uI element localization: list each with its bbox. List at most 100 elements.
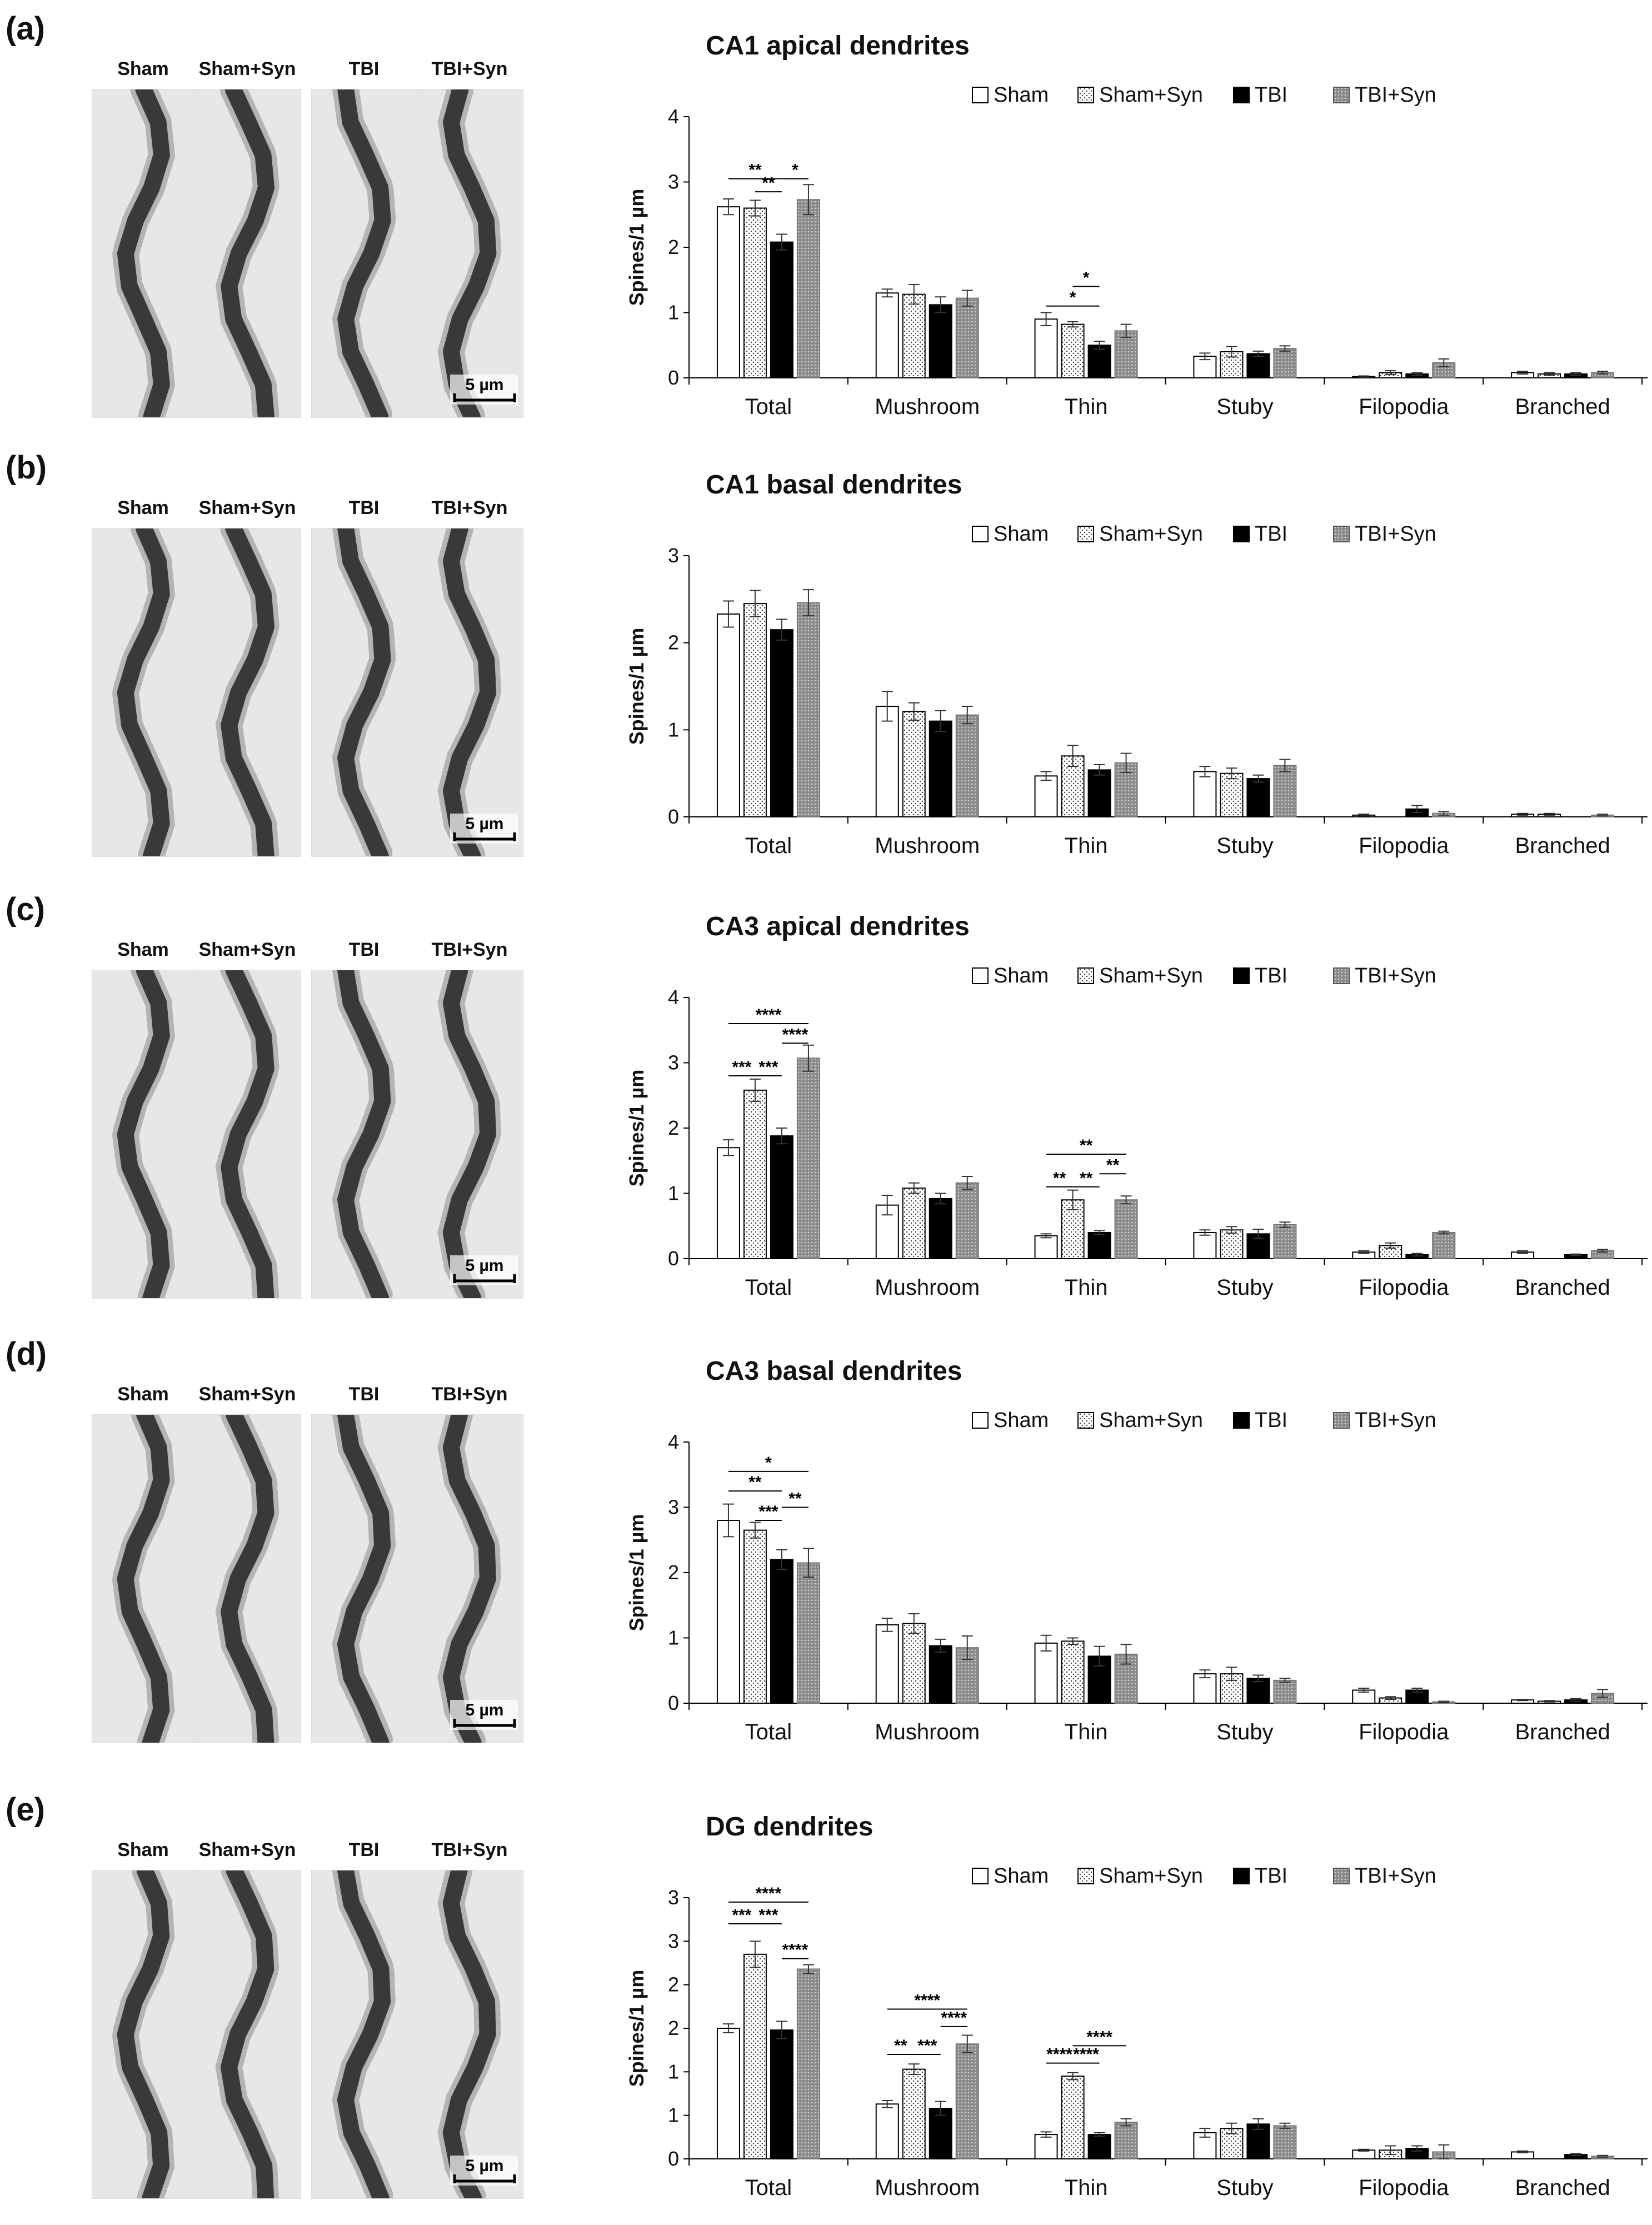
bar [875,706,899,817]
dendrite-micrograph [417,1414,523,1743]
y-tick-label: 2 [668,1561,679,1584]
x-tick-label: Thin [1065,395,1108,419]
panel-label: (c) [6,891,45,927]
y-tick-label: 3 [668,1496,679,1519]
significance-label: *** [758,1503,778,1521]
bar [1246,353,1270,378]
figure-panel: (a) Sham Sham+Syn TBI TBI+Syn 5 µm CA1 apical … [0,0,1652,439]
bar [770,1559,793,1704]
legend-swatch [1233,87,1250,103]
bar [1273,765,1297,818]
legend-swatch [1233,526,1250,542]
bar [770,2029,793,2159]
scale-bar: 5 µm [450,375,518,405]
scale-bar-label: 5 µm [466,1701,504,1719]
micrograph-header: Sham [117,58,169,79]
figure-panel: (d) Sham Sham+Syn TBI TBI+Syn 5 µm CA3 basal d… [0,1325,1652,1764]
dendrite-micrograph [194,528,301,857]
x-tick-label: Total [745,1275,792,1300]
micrograph-header: Sham [117,1384,169,1405]
significance-label: *** [758,1058,778,1076]
bar [796,199,820,378]
micrograph-header: Sham [117,497,169,518]
legend-swatch [1333,526,1350,542]
x-tick-label: Filopodia [1359,1275,1449,1300]
x-tick-label: Thin [1065,1720,1108,1744]
legend-swatch [972,526,989,542]
legend-label: Sham [994,522,1049,546]
y-tick-label: 0 [668,1692,679,1714]
x-tick-label: Stuby [1216,1720,1273,1744]
significance-label: ** [1080,1169,1093,1188]
micrograph-header: Sham+Syn [198,497,296,518]
x-tick-label: Branched [1515,1275,1610,1300]
significance-label: **** [941,2009,967,2027]
x-tick-label: Thin [1065,1275,1108,1300]
dendrite-micrograph [417,970,523,1299]
significance-label: **** [782,1025,808,1044]
x-tick-label: Stuby [1216,834,1273,858]
micrograph-header: Sham [117,1839,169,1860]
significance-label: * [1070,288,1076,307]
legend-label: TBI+Syn [1355,522,1436,546]
x-tick-label: Total [745,2176,792,2200]
dendrite-micrograph [194,970,301,1299]
bar [875,292,899,378]
x-tick-label: Mushroom [875,1720,980,1744]
bar [929,1198,952,1259]
x-tick-label: Thin [1065,2176,1108,2200]
y-tick-label: 2 [668,2017,679,2039]
legend-label: Sham [994,964,1049,987]
legend-swatch [1077,526,1094,542]
panel-label: (a) [6,11,45,47]
bar [1061,2076,1085,2159]
significance-label: ** [1106,1156,1120,1174]
significance-label: **** [756,1884,782,1903]
significance-label: *** [917,2037,937,2055]
bar [716,2028,740,2159]
y-tick-label: 1 [668,2104,679,2127]
legend-swatch [1333,1412,1350,1429]
bar [770,1135,793,1259]
bar [743,1089,767,1259]
significance-label: **** [1073,2046,1099,2064]
bar [955,1182,979,1260]
figure-panel: (c) Sham Sham+Syn TBI TBI+Syn 5 µm CA3 apical … [0,881,1652,1320]
significance-label: **** [782,1941,808,1959]
significance-label: **** [1046,2046,1072,2064]
micrograph-header: TBI [348,1384,380,1405]
legend-swatch [1233,967,1250,984]
dendrite-micrograph [417,89,523,418]
bar [743,1953,767,2159]
x-tick-label: Mushroom [875,834,980,858]
x-tick-label: Mushroom [875,1275,980,1300]
bar [1061,323,1085,378]
significance-label: **** [756,1006,782,1024]
chart-title: CA1 basal dendrites [706,470,962,500]
legend-label: TBI+Syn [1355,83,1436,107]
y-axis-label: Spines/1 µm [625,189,648,306]
panel-label: (d) [6,1336,47,1372]
bar [1273,2125,1297,2160]
figure-panel: (e) Sham Sham+Syn TBI TBI+Syn 5 µm DG dendrite… [0,1781,1652,2220]
bar [716,1520,740,1704]
y-tick-label: 2 [668,236,679,258]
bar [902,711,926,817]
y-tick-label: 0 [668,1247,679,1270]
significance-label: *** [732,1906,751,1924]
bar [1432,1232,1456,1259]
micrograph-header: Sham [117,939,169,960]
micrograph-header: Sham+Syn [198,1384,296,1405]
micrograph-header: TBI+Syn [431,939,508,960]
scale-bar-label: 5 µm [466,376,504,394]
bar [796,602,820,817]
bar [716,206,740,378]
bar [770,241,793,378]
x-tick-label: Mushroom [875,2176,980,2200]
legend-label: TBI+Syn [1355,1864,1436,1888]
legend-swatch [1333,87,1350,103]
micrograph-header: TBI [348,939,380,960]
micrograph-header: Sham+Syn [198,1839,296,1860]
y-tick-label: 2 [668,1973,679,1996]
y-tick-label: 4 [668,986,679,1009]
